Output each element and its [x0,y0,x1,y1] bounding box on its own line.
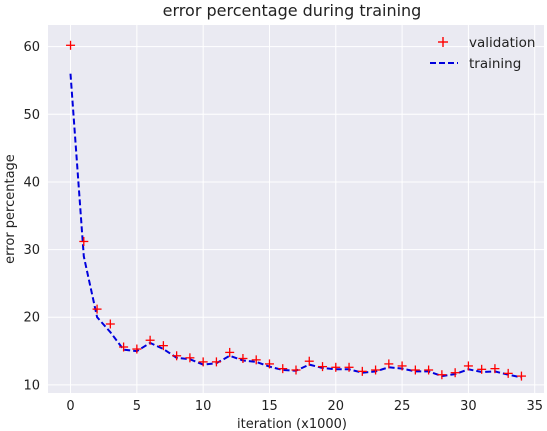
validation-point [105,319,115,329]
validation-point [66,40,76,50]
y-ticks: 10 20 30 40 50 60 [23,40,40,393]
validation-point [384,359,394,369]
validation-point [410,365,420,375]
legend-validation-marker [438,37,448,47]
validation-point [371,365,381,375]
validation-point [463,361,473,371]
y-tick-label: 50 [23,108,40,123]
validation-point [424,365,434,375]
legend-validation-label: validation [469,35,535,51]
x-tick-label: 15 [261,399,278,414]
validation-point [344,362,354,372]
validation-point [79,236,89,246]
validation-point [503,368,513,378]
chart-title: error percentage during training [163,1,422,20]
validation-point [357,366,367,376]
validation-point [185,353,195,363]
legend: validation training [430,35,535,72]
validation-point [238,354,248,363]
x-tick-label: 25 [394,399,411,414]
validation-point [331,362,341,372]
validation-point [172,351,182,361]
x-tick-label: 5 [133,399,141,414]
validation-point [450,368,460,378]
x-tick-label: 35 [526,399,543,414]
validation-point [397,361,407,371]
validation-point [304,356,314,366]
x-tick-label: 30 [460,399,477,414]
grid-lines [48,25,544,393]
x-tick-label: 10 [195,399,212,414]
validation-point [145,335,155,345]
validation-point [318,362,328,372]
y-tick-label: 20 [23,311,40,326]
x-tick-label: 0 [66,399,74,414]
validation-point [278,364,288,374]
validation-point [92,304,102,314]
validation-point [437,370,447,380]
y-tick-label: 60 [23,40,40,55]
x-axis-label: iteration (x1000) [237,417,347,431]
validation-point [158,341,168,351]
validation-point [132,344,142,354]
y-axis-label: error percentage [3,154,18,264]
plot-background [48,25,544,393]
x-ticks: 0 5 10 15 20 25 30 35 [66,399,543,414]
validation-point [490,364,500,374]
y-tick-label: 10 [23,378,40,393]
x-tick-label: 20 [328,399,345,414]
validation-point [264,359,274,369]
validation-series [66,40,526,381]
validation-point [225,347,235,357]
validation-point [291,365,301,375]
validation-point [198,357,208,367]
y-tick-label: 30 [23,243,40,258]
validation-point [477,364,487,374]
y-tick-label: 40 [23,175,40,190]
validation-point [119,342,129,352]
validation-point [211,357,221,367]
legend-training-label: training [469,56,521,72]
validation-point [516,371,526,381]
validation-point [251,355,261,365]
